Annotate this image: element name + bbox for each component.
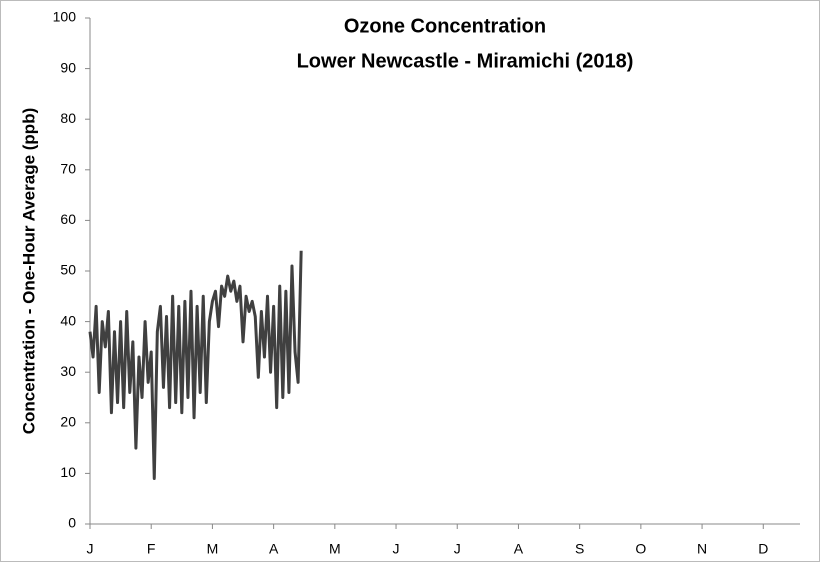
- x-tick-label: J: [454, 541, 461, 557]
- x-tick-label: A: [514, 541, 524, 557]
- data-line: [88, 250, 303, 480]
- x-tick-label: M: [207, 541, 219, 557]
- y-tick-label: 20: [60, 414, 76, 430]
- y-tick-label: 70: [60, 161, 76, 177]
- y-tick-label: 30: [60, 363, 76, 379]
- y-tick-label: 40: [60, 312, 76, 328]
- y-tick-label: 0: [68, 515, 76, 531]
- y-tick-label: 80: [60, 110, 76, 126]
- x-tick-label: J: [87, 541, 94, 557]
- x-tick-label: M: [329, 541, 341, 557]
- chart-subtitle: Lower Newcastle - Miramichi (2018): [297, 50, 634, 72]
- x-tick-label: A: [269, 541, 279, 557]
- x-tick-label: O: [635, 541, 646, 557]
- y-tick-label: 90: [60, 59, 76, 75]
- y-tick-label: 10: [60, 464, 76, 480]
- x-tick-label: N: [697, 541, 707, 557]
- chart-title: Ozone Concentration: [344, 15, 546, 37]
- x-tick-label: D: [758, 541, 768, 557]
- x-tick-label: J: [393, 541, 400, 557]
- y-tick-label: 50: [60, 262, 76, 278]
- y-axis-label: Concentration - One-Hour Average (ppb): [19, 108, 38, 434]
- y-tick-label: 60: [60, 211, 76, 227]
- x-tick-label: S: [575, 541, 584, 557]
- x-tick-label: F: [147, 541, 156, 557]
- y-tick-label: 100: [53, 9, 77, 25]
